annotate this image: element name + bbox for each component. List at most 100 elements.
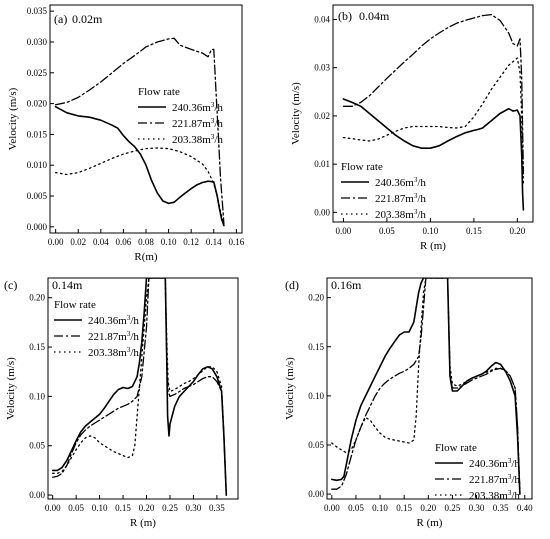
series-line-2 (52, 278, 227, 496)
legend-text-sup: 3 (508, 473, 512, 481)
series-group (51, 278, 228, 496)
legend-text-main: 221.87m (88, 331, 127, 343)
panel-a: 0.00 0.02 0.04 0.06 0.08 0.10 0.12 0.14 0.16 0.00… (7, 4, 245, 263)
legend-text-main: 221.87m (375, 193, 414, 205)
y-tick-label: 0.030 (27, 37, 48, 47)
legend-text-sup: 3 (127, 330, 131, 338)
location-label: 0.14m (52, 278, 83, 292)
x-tick-label: 0.20 (420, 503, 436, 513)
series-line-1 (51, 278, 228, 496)
x-tick-label: 0.05 (348, 503, 364, 513)
legend-text-tail: /h (417, 209, 426, 221)
legend-text-tail: /h (214, 134, 223, 146)
legend-label-2: 221.87m3/h (172, 117, 223, 130)
legend-text-main: 240.36m (172, 102, 211, 114)
legend-label-1: 240.36m3/h (172, 101, 223, 114)
x-tick-label: 0.05 (379, 226, 395, 236)
y-tick-label: 0.10 (29, 391, 45, 401)
series-line-1 (54, 105, 225, 227)
panel-label: (c) (4, 278, 17, 292)
x-tick-label: 0.15 (396, 503, 412, 513)
series-line-1 (330, 278, 521, 495)
x-tick-label: 0.35 (493, 503, 509, 513)
series-group (330, 278, 521, 495)
x-tick-label: 0.10 (372, 503, 388, 513)
legend-text-main: 240.36m (375, 177, 414, 189)
legend-text-sup: 3 (127, 346, 131, 354)
x-tick-label: 0.04 (93, 237, 109, 247)
legend-title: Flow rate (54, 299, 96, 311)
y-axis-title: Velocity (m/s) (7, 87, 19, 150)
location-label: 0.02m (72, 12, 103, 26)
legend-text-sup: 3 (211, 117, 215, 125)
legend-label-3: 203.38m3/h (172, 133, 223, 146)
y-tick-label: 0.10 (308, 391, 324, 401)
legend-text-tail: /h (417, 193, 426, 205)
y-tick-label: 0.03 (314, 63, 330, 73)
series-group (54, 37, 225, 227)
series-line-3 (54, 147, 225, 226)
y-tick-label: 0.20 (308, 293, 324, 303)
x-tick-label: 0.10 (161, 237, 177, 247)
x-tick-label: 0.06 (116, 237, 132, 247)
legend-text-tail: /h (214, 102, 223, 114)
x-tick-label: 0.25 (445, 503, 461, 513)
series-group (342, 13, 525, 211)
plot-frame (332, 4, 534, 223)
legend-label-3: 203.38m3/h (88, 346, 139, 359)
x-tick-label: 0.12 (183, 237, 199, 247)
plot-frame (47, 277, 239, 500)
x-tick-label: 0.00 (48, 237, 64, 247)
legend-text-main: 203.38m (469, 490, 508, 502)
x-tick-label: 0.08 (138, 237, 154, 247)
legend-text-tail: /h (511, 490, 520, 502)
legend-label-2: 221.87m3/h (88, 330, 139, 343)
y-tick-label: 0.15 (308, 342, 324, 352)
legend-label-2: 221.87m3/h (469, 473, 520, 486)
legend-text-sup: 3 (211, 101, 215, 109)
x-tick-label: 0.02 (70, 237, 86, 247)
legend-text-main: 240.36m (88, 315, 127, 327)
x-tick-label: 0.14 (206, 237, 222, 247)
y-axis-title: Velocity (m/s) (284, 357, 296, 420)
x-tick-label: 0.15 (466, 226, 482, 236)
y-tick-label: 0.005 (27, 191, 48, 201)
y-tick-label: 0.00 (314, 207, 330, 217)
legend-title: Flow rate (138, 86, 180, 98)
x-axis-title: R (m) (420, 240, 446, 252)
panel-label: (a) (54, 12, 67, 26)
legend-label-2: 221.87m3/h (375, 192, 426, 205)
x-axis-title: R (m) (417, 517, 443, 529)
y-tick-label: 0.010 (27, 160, 48, 170)
legend-text-tail: /h (511, 474, 520, 486)
y-tick-label: 0.025 (27, 68, 48, 78)
legend-text-main: 203.38m (88, 347, 127, 359)
panel-c: 0.00 0.05 0.10 0.15 0.20 0.25 0.30 0.35 0.00 0.05… (4, 277, 239, 529)
y-axis-title: Velocity (m/s) (290, 82, 302, 145)
x-tick-label: 0.05 (68, 503, 84, 513)
series-line-1 (342, 98, 525, 211)
legend-label-3: 203.38m3/h (375, 208, 426, 221)
legend-text-sup: 3 (508, 457, 512, 465)
y-tick-label: 0.05 (29, 441, 45, 451)
legend-text-main: 240.36m (469, 458, 508, 470)
legend-text-sup: 3 (211, 133, 215, 141)
y-tick-label: 0.015 (27, 129, 48, 139)
y-tick-label: 0.02 (314, 111, 330, 121)
x-tick-label: 0.30 (186, 503, 202, 513)
legend-text-main: 203.38m (375, 209, 414, 221)
x-tick-label: 0.00 (324, 503, 340, 513)
legend-text-tail: /h (417, 177, 426, 189)
x-axis-title: R (m) (130, 517, 156, 529)
legend-title: Flow rate (435, 442, 477, 454)
x-tick-label: 0.20 (509, 226, 525, 236)
x-tick-label: 0.35 (209, 503, 225, 513)
legend-text-tail: /h (511, 458, 520, 470)
panel-b: 0.00 0.05 0.10 0.15 0.20 0.00 0.01 0.02 0.03 0.04… (290, 4, 534, 252)
series-line-3 (342, 57, 525, 185)
panel-d: 0.00 0.05 0.10 0.15 0.20 0.25 0.30 0.35 0.40 0.00… (284, 277, 533, 529)
legend-label-1: 240.36m3/h (375, 176, 426, 189)
legend-text-tail: /h (214, 118, 223, 130)
